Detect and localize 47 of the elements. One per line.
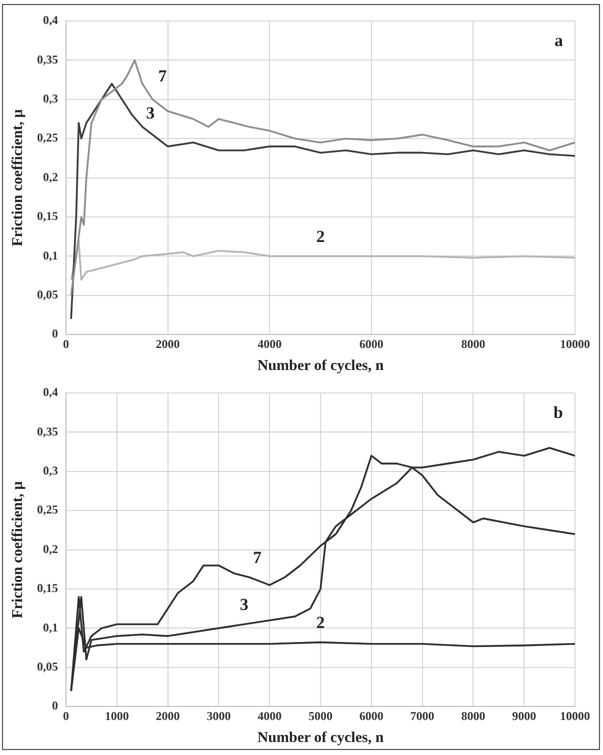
y-tick-label: 0,25 <box>37 502 58 517</box>
y-tick-label: 0,4 <box>43 385 58 400</box>
text: a <box>554 30 564 50</box>
y-tick-label: 0 <box>52 698 58 713</box>
series-label: 2 <box>316 227 325 246</box>
x-tick-label: 6000 <box>359 336 384 351</box>
x-tick-label: 0 <box>63 708 69 723</box>
x-axis-title: Number of cycles, n <box>257 730 384 746</box>
x-tick-label: 2000 <box>156 336 180 351</box>
x-tick-label: 2000 <box>156 708 180 723</box>
y-tick-label: 0,05 <box>37 287 58 302</box>
x-tick-label: 4000 <box>258 336 282 351</box>
y-axis-title: Friction coefficient, μ <box>10 108 26 246</box>
y-tick-label: 0,4 <box>43 13 58 28</box>
x-tick-label: 4000 <box>258 708 282 723</box>
y-tick-label: 0,3 <box>43 463 58 478</box>
y-tick-label: 0,15 <box>37 209 58 224</box>
x-tick-label: 8000 <box>461 708 486 723</box>
y-tick-label: 0,2 <box>43 170 58 184</box>
y-tick-label: 0,35 <box>37 424 58 438</box>
y-tick-label: 0,2 <box>43 542 58 556</box>
series-label: 7 <box>252 548 262 568</box>
series-label: 3 <box>240 595 248 614</box>
series-label: 2 <box>316 613 325 632</box>
x-tick-label: 10000 <box>560 708 590 723</box>
y-tick-label: 0,05 <box>37 659 58 674</box>
series-label: 7 <box>158 66 168 86</box>
x-tick-label: 0 <box>63 336 69 351</box>
y-tick-label: 0,35 <box>37 52 58 66</box>
series-label: 3 <box>146 104 155 123</box>
x-tick-label: 6000 <box>359 708 384 723</box>
y-tick-label: 0,1 <box>43 620 58 634</box>
y-tick-label: 0,15 <box>37 581 58 596</box>
x-axis-title: Number of cycles, n <box>257 358 384 374</box>
x-tick-label: 9000 <box>512 708 536 723</box>
x-tick-label: 8000 <box>461 336 486 351</box>
x-tick-label: 3000 <box>206 708 231 723</box>
x-tick-label: 5000 <box>308 708 332 723</box>
y-tick-label: 0 <box>52 326 58 341</box>
x-tick-label: 10000 <box>560 336 590 351</box>
y-tick-label: 0,3 <box>43 91 58 106</box>
y-axis-title: Friction coefficient, μ <box>10 480 26 618</box>
text: b <box>554 402 563 422</box>
x-tick-label: 7000 <box>410 708 434 723</box>
y-tick-label: 0,1 <box>43 248 58 262</box>
y-tick-label: 0,25 <box>37 130 58 145</box>
x-tick-label: 1000 <box>104 708 129 723</box>
